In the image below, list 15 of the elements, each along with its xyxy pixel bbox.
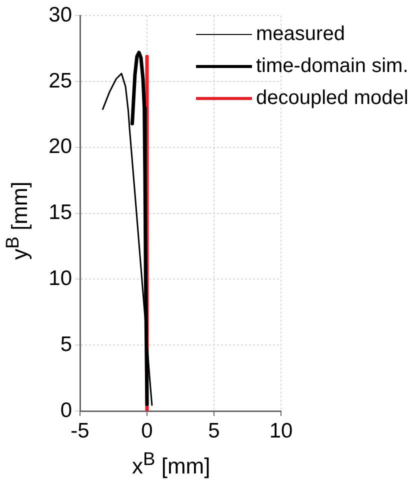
x-tick-label: -5 (70, 419, 90, 442)
x-tick-label: 5 (208, 419, 220, 442)
legend-label: decoupled model (256, 86, 408, 110)
y-tick-label: 15 (48, 201, 72, 224)
legend-label: measured (256, 22, 345, 46)
y-tick-label: 30 (48, 3, 72, 26)
x-tick-label: 0 (141, 419, 153, 442)
x-tick-label: 10 (269, 419, 293, 442)
legend-label: time-domain sim. (256, 54, 408, 78)
y-tick-label: 25 (48, 69, 72, 92)
y-tick-label: 20 (48, 135, 72, 158)
y-tick-label: 10 (48, 266, 72, 290)
y-tick-label: 0 (60, 398, 72, 422)
y-tick-label: 5 (60, 332, 72, 356)
x-axis-title: x$^{B}$ [mm] (132, 448, 210, 480)
